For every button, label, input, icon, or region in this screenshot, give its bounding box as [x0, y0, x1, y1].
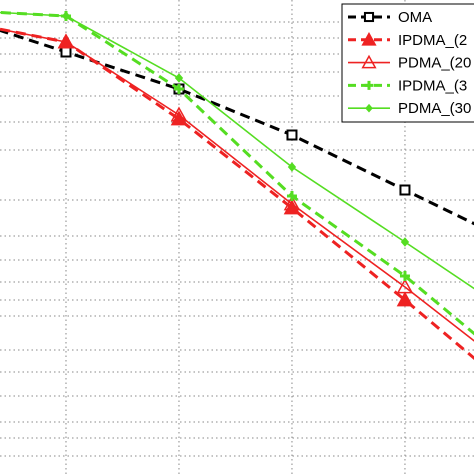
- series-line: [0, 28, 474, 226]
- series-line: [0, 10, 474, 336]
- marker: [361, 54, 377, 69]
- legend-box: [341, 3, 474, 123]
- marker: [400, 237, 410, 247]
- marker: [174, 73, 184, 83]
- marker: [60, 46, 72, 58]
- series-line: [0, 28, 474, 342]
- legend-label: IPDMA_(2: [398, 32, 467, 49]
- legend-label: PDMA_(20: [398, 55, 471, 72]
- marker: [363, 11, 375, 23]
- legend-label: PDMA_(30: [398, 100, 471, 117]
- marker: [396, 278, 414, 294]
- legend-label: IPDMA_(3: [398, 77, 467, 94]
- series-line: [0, 27, 474, 361]
- marker: [57, 33, 75, 49]
- marker: [361, 31, 377, 46]
- marker: [365, 103, 373, 113]
- marker: [283, 195, 301, 211]
- marker: [173, 84, 184, 94]
- marker: [286, 129, 298, 141]
- marker: [396, 291, 414, 307]
- legend-label: OMA: [398, 9, 432, 26]
- marker: [287, 162, 297, 172]
- marker: [286, 191, 297, 201]
- plot-area: [0, 10, 474, 361]
- marker: [364, 80, 374, 90]
- marker: [399, 271, 410, 281]
- marker: [170, 106, 188, 122]
- marker: [399, 184, 411, 196]
- marker: [61, 11, 71, 21]
- series-line: [0, 11, 474, 290]
- legend: OMA IPDMA_(2 PDMA_(20 IPDMA_(3 PDMA_(30: [341, 3, 474, 123]
